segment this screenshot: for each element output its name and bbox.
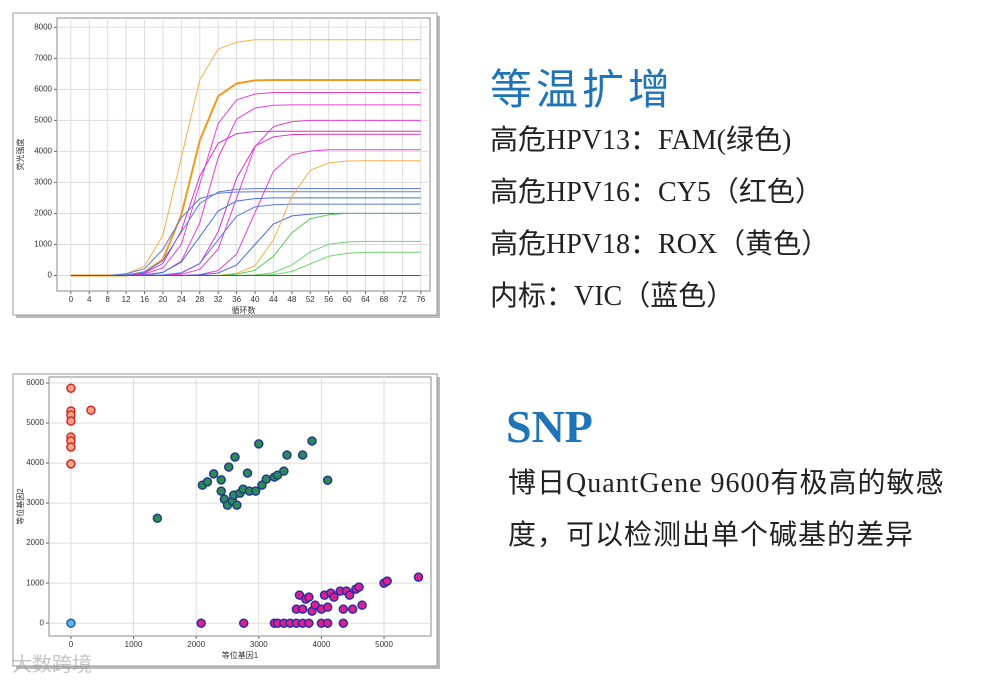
x-tick-label: 3000 bbox=[250, 640, 268, 649]
point bbox=[354, 582, 364, 592]
x-tick-label: 56 bbox=[324, 295, 333, 304]
y-tick-label: 7000 bbox=[34, 53, 52, 62]
x-tick-label: 48 bbox=[287, 295, 296, 304]
point bbox=[216, 475, 226, 485]
text-line: 高危HPV18：ROX（黄色） bbox=[490, 229, 830, 260]
curve bbox=[70, 39, 421, 276]
curve bbox=[70, 191, 421, 276]
point bbox=[66, 618, 76, 628]
point bbox=[382, 576, 392, 586]
x-tick-label: 72 bbox=[398, 295, 407, 304]
point bbox=[239, 618, 249, 628]
x-axis-label: 等位基因1 bbox=[222, 650, 259, 660]
point bbox=[66, 459, 76, 469]
y-tick-label: 5000 bbox=[34, 115, 52, 124]
point bbox=[254, 439, 264, 449]
y-tick-label: 8000 bbox=[34, 22, 52, 31]
x-tick-label: 36 bbox=[232, 295, 241, 304]
x-axis-label: 循环数 bbox=[232, 305, 256, 315]
point bbox=[152, 513, 163, 524]
x-tick-label: 60 bbox=[343, 295, 352, 304]
point bbox=[322, 475, 333, 486]
x-tick-label: 68 bbox=[379, 295, 388, 304]
point bbox=[329, 592, 339, 602]
snp-text: 博日QuantGene 9600有极高的敏感度，可以检测出单个碱基的差异 bbox=[508, 468, 945, 551]
point bbox=[208, 469, 219, 479]
watermark: 大数跨境 bbox=[12, 652, 92, 676]
x-tick-label: 1000 bbox=[125, 640, 143, 649]
title: 等温扩增 bbox=[490, 68, 675, 114]
x-tick-label: 5000 bbox=[375, 640, 393, 649]
x-tick-label: 0 bbox=[69, 295, 74, 304]
x-tick-label: 76 bbox=[416, 295, 425, 304]
point bbox=[304, 592, 314, 602]
x-tick-label: 44 bbox=[269, 295, 278, 304]
point bbox=[279, 466, 289, 476]
y-tick-label: 4000 bbox=[34, 147, 52, 156]
point bbox=[304, 618, 314, 628]
text-line: 高危HPV16：CY5（红色） bbox=[490, 177, 823, 208]
x-tick-label: 4 bbox=[87, 295, 92, 304]
y-tick-label: 5000 bbox=[26, 418, 44, 427]
point bbox=[307, 436, 317, 446]
point bbox=[344, 590, 355, 600]
y-axis-label: 等位基因2 bbox=[15, 488, 25, 525]
y-tick-label: 2000 bbox=[34, 209, 52, 218]
point bbox=[230, 452, 240, 462]
point bbox=[250, 486, 261, 496]
point bbox=[196, 618, 206, 628]
text-line: 内标：VIC（蓝色） bbox=[490, 281, 735, 312]
point bbox=[297, 604, 308, 614]
point bbox=[223, 462, 234, 472]
point bbox=[232, 500, 242, 510]
point bbox=[66, 383, 76, 393]
y-tick-label: 4000 bbox=[26, 458, 44, 467]
point bbox=[86, 405, 96, 415]
snp-title: SNP bbox=[506, 401, 593, 452]
point bbox=[338, 618, 349, 628]
x-tick-label: 40 bbox=[251, 295, 260, 304]
x-tick-label: 24 bbox=[177, 295, 186, 304]
x-tick-label: 28 bbox=[195, 295, 204, 304]
point bbox=[66, 416, 76, 426]
point bbox=[413, 572, 424, 582]
y-tick-label: 0 bbox=[40, 618, 45, 627]
point bbox=[202, 477, 213, 487]
x-tick-label: 32 bbox=[214, 295, 223, 304]
point bbox=[242, 468, 253, 478]
point bbox=[66, 442, 76, 452]
point bbox=[322, 602, 333, 612]
point bbox=[322, 618, 333, 628]
point bbox=[282, 450, 292, 460]
x-tick-label: 0 bbox=[69, 640, 74, 649]
y-tick-label: 1000 bbox=[34, 240, 52, 249]
point bbox=[216, 486, 226, 496]
y-tick-label: 2000 bbox=[26, 538, 44, 547]
y-tick-label: 0 bbox=[48, 271, 53, 280]
y-tick-label: 6000 bbox=[26, 378, 44, 387]
y-tick-label: 3000 bbox=[26, 498, 44, 507]
x-tick-label: 4000 bbox=[313, 640, 331, 649]
y-tick-label: 1000 bbox=[26, 578, 44, 587]
plot-area bbox=[56, 17, 431, 292]
point bbox=[347, 604, 358, 614]
x-tick-label: 20 bbox=[158, 295, 167, 304]
x-tick-label: 12 bbox=[122, 295, 131, 304]
text-line: 高危HPV13：FAM(绿色) bbox=[490, 125, 792, 156]
point bbox=[261, 474, 272, 484]
x-tick-label: 64 bbox=[361, 295, 370, 304]
y-tick-label: 3000 bbox=[34, 178, 52, 187]
x-tick-label: 2000 bbox=[187, 640, 205, 649]
x-tick-label: 16 bbox=[140, 295, 149, 304]
x-tick-label: 8 bbox=[105, 295, 110, 304]
y-axis-label: 荧光强度 bbox=[15, 139, 25, 171]
curve bbox=[70, 188, 421, 276]
point bbox=[357, 600, 367, 610]
point bbox=[338, 604, 349, 614]
point bbox=[297, 450, 308, 460]
x-tick-label: 52 bbox=[306, 295, 315, 304]
y-tick-label: 6000 bbox=[34, 84, 52, 93]
